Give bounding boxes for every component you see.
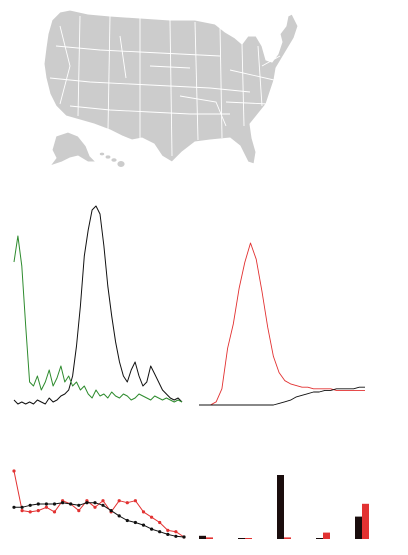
series-red-point-8 — [77, 509, 81, 513]
series-black-point-5 — [52, 502, 57, 506]
series-red-point-4 — [44, 505, 49, 509]
series-black-point-7 — [69, 502, 73, 506]
usa-map-svg — [43, 9, 299, 167]
series-black-point-12 — [109, 509, 113, 513]
series-black-line — [199, 386, 365, 406]
series-green-line — [13, 235, 183, 403]
series-red-point-18 — [158, 520, 162, 525]
series-red-point-13 — [117, 499, 121, 503]
series-black-point-8 — [77, 503, 81, 507]
series-black-point-13 — [117, 514, 121, 518]
series-black-point-6 — [61, 501, 65, 505]
series-red-point-11 — [101, 499, 105, 503]
series-black-point-20 — [174, 534, 178, 538]
series-black-point-17 — [150, 527, 154, 531]
series-black-point-19 — [166, 532, 170, 536]
bar-red-5 — [362, 503, 369, 539]
bar-red-3 — [284, 537, 291, 539]
line-chart-right — [195, 235, 370, 410]
series-red-point-5 — [52, 510, 57, 514]
map-alaska — [48, 131, 98, 167]
series-red-line — [199, 242, 365, 406]
series-black-point-9 — [85, 501, 89, 505]
series-black-point-15 — [133, 520, 137, 525]
series-black-point-4 — [44, 502, 49, 506]
bar-dark-2 — [238, 538, 245, 539]
bar-dark-1 — [199, 535, 206, 539]
series-black-point-16 — [141, 523, 146, 527]
bar-red-1 — [206, 537, 213, 539]
series-black-point-10 — [93, 501, 97, 505]
bar-red-4 — [323, 532, 330, 539]
mini-line-chart — [8, 465, 190, 543]
series-black-point-2 — [28, 503, 32, 507]
usa-map — [30, 6, 306, 172]
series-black-point-14 — [125, 518, 129, 523]
series-red-point-19 — [166, 528, 170, 532]
series-red-point-16 — [141, 510, 146, 514]
mini-line-chart-svg — [12, 469, 186, 539]
bar-dark-3 — [277, 475, 284, 539]
series-red-point-3 — [36, 509, 40, 513]
series-red-point-14 — [125, 501, 129, 505]
line-chart-left-svg — [13, 205, 183, 405]
series-black-point-18 — [158, 530, 162, 534]
series-black-point-3 — [36, 502, 40, 506]
series-red-point-17 — [150, 515, 154, 519]
bar-dark-4 — [316, 538, 323, 539]
series-black-point-0 — [12, 505, 16, 509]
series-red-point-15 — [133, 499, 137, 503]
state-borders — [49, 15, 281, 157]
series-black-point-21 — [182, 535, 186, 539]
line-chart-right-svg — [199, 242, 365, 406]
series-red-point-20 — [174, 530, 178, 534]
bar-dark-5 — [355, 516, 362, 539]
mini-bar-chart-svg — [199, 475, 369, 539]
mini-bar-chart — [195, 475, 390, 543]
series-red-point-1 — [20, 509, 24, 513]
series-red-point-10 — [93, 505, 97, 509]
series-black-point-1 — [20, 505, 24, 509]
bar-red-2 — [245, 538, 252, 539]
series-red-point-0 — [12, 469, 16, 473]
map-hawaii — [99, 152, 125, 167]
series-black-line — [14, 502, 185, 538]
series-black-line — [13, 205, 183, 405]
series-red-point-2 — [28, 510, 32, 514]
series-black-point-11 — [101, 503, 105, 507]
line-chart-left — [10, 200, 188, 412]
